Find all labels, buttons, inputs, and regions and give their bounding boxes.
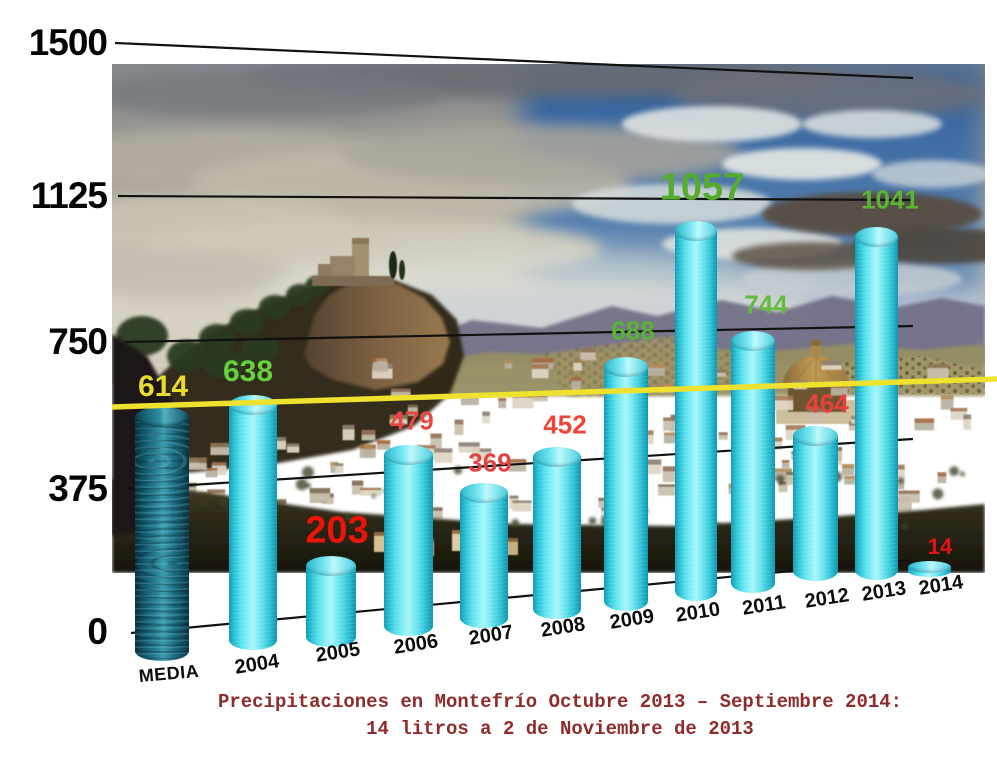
caption-line2: 14 litros a 2 de Noviembre de 2013 xyxy=(366,718,754,740)
bar-2012 xyxy=(792,426,838,581)
bar-2008 xyxy=(533,447,581,619)
bar-MEDIA xyxy=(135,407,189,661)
bar-body xyxy=(460,492,508,628)
bar-top-ellipse xyxy=(907,560,951,573)
bar-2009 xyxy=(604,357,648,611)
bar-2005 xyxy=(306,555,356,647)
bar-top-ellipse xyxy=(383,444,433,465)
bar-body xyxy=(383,454,433,636)
bar-body xyxy=(306,565,356,647)
bar-2007 xyxy=(460,482,508,628)
bar-body xyxy=(731,341,775,593)
bar-top-ellipse xyxy=(675,220,717,241)
bar-2006 xyxy=(383,444,433,636)
bar-top-ellipse xyxy=(854,226,898,247)
bar-2013 xyxy=(854,226,898,580)
bar-body xyxy=(604,367,648,611)
chart-caption: Precipitaciones en Montefrío Octubre 201… xyxy=(130,689,990,743)
bar-top-ellipse xyxy=(533,447,581,468)
bar-top-ellipse xyxy=(306,555,356,576)
bar-body xyxy=(533,457,581,619)
bar-body xyxy=(135,417,189,661)
bar-body xyxy=(792,436,838,581)
bar-2004 xyxy=(229,395,277,650)
bar-body xyxy=(854,236,898,580)
bar-body xyxy=(229,405,277,650)
bar-2014 xyxy=(907,560,951,577)
bar-body xyxy=(675,230,717,601)
bar-top-ellipse xyxy=(460,482,508,503)
bar-top-ellipse xyxy=(135,407,189,428)
caption-line1: Precipitaciones en Montefrío Octubre 201… xyxy=(217,691,903,713)
bar-2010 xyxy=(675,220,717,601)
bar-2011 xyxy=(731,331,775,593)
bar-top-ellipse xyxy=(604,357,648,378)
hilltop-church xyxy=(312,238,405,286)
